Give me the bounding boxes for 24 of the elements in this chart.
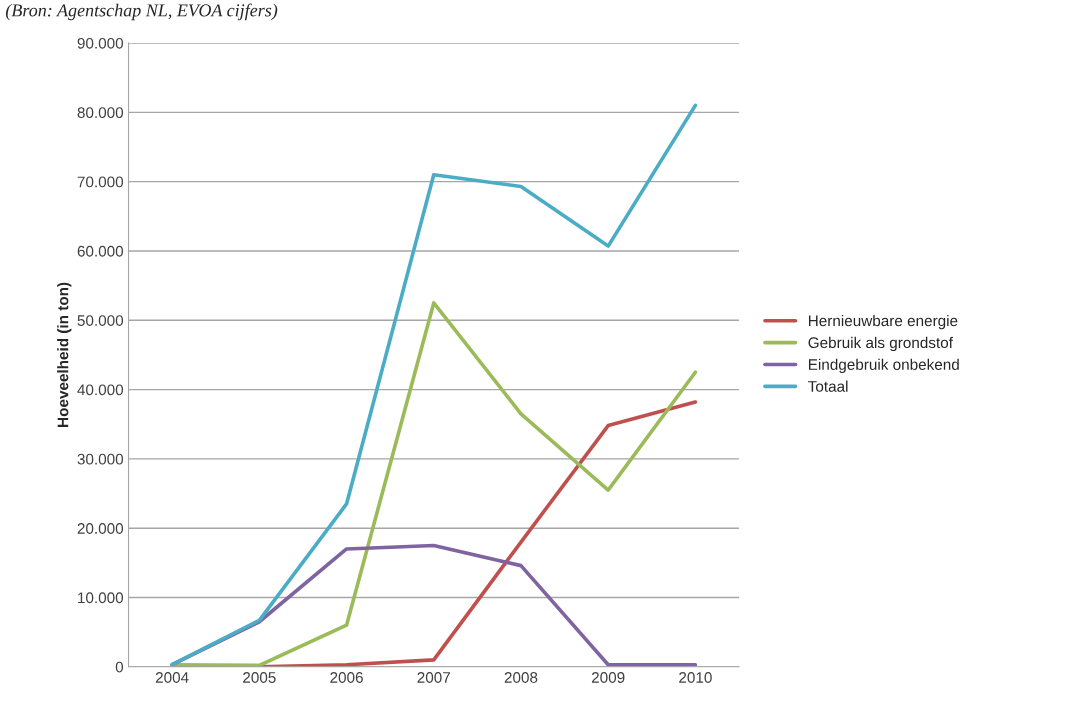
y-tick-label: 30.000: [77, 453, 124, 465]
y-axis-title: Hoeveelheid (in ton): [57, 282, 72, 427]
legend-label: Gebruik als grondstof: [808, 336, 953, 352]
y-tick-label: 20.000: [77, 523, 124, 534]
y-tick-label: 70.000: [77, 176, 124, 188]
x-tick-label: 2004: [155, 672, 189, 683]
legend-label: Hernieuwbare energie: [808, 314, 958, 330]
x-tick-label: 2007: [417, 672, 450, 683]
x-tick-label: 2005: [243, 672, 276, 683]
y-tick-label: 60.000: [77, 245, 124, 257]
x-tick-label: 2010: [679, 672, 712, 683]
x-tick-label: 2008: [504, 672, 538, 683]
x-tick-label: 2009: [591, 672, 625, 683]
text: (Bron: Agentschap NL, EVOA cijfers): [5, 3, 278, 21]
legend-label: Eindgebruik onbekend: [808, 358, 959, 373]
y-tick-label: 10.000: [78, 592, 124, 604]
x-tick-label: 2006: [330, 672, 363, 683]
y-tick-label: 80.000: [77, 107, 124, 119]
y-tick-label: 50.000: [77, 315, 124, 326]
legend-label: Totaal: [808, 380, 848, 392]
y-tick-label: 0: [115, 661, 124, 673]
y-tick-label: 40.000: [77, 384, 124, 396]
y-tick-label: 90.000: [77, 37, 124, 49]
line-series: [170, 103, 698, 667]
